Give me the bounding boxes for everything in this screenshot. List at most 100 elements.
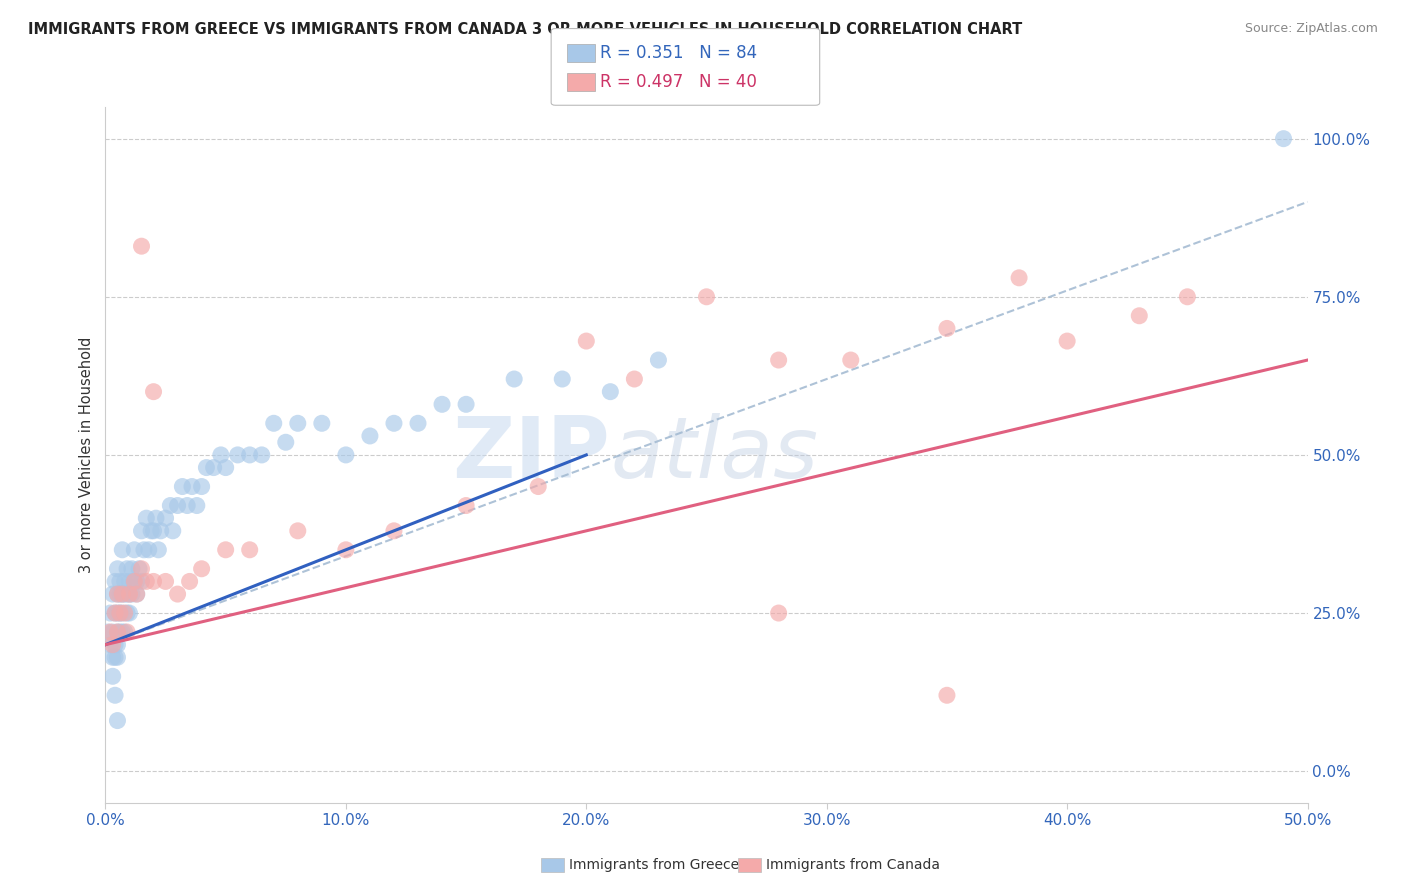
Point [108, 574, 131, 589]
Point [98, 638, 121, 652]
Point [124, 542, 146, 557]
Point [190, 562, 212, 576]
Point [623, 372, 645, 386]
Text: atlas: atlas [610, 413, 818, 497]
Point [145, 511, 167, 525]
Point [166, 499, 188, 513]
Point [107, 587, 129, 601]
Point [132, 542, 155, 557]
Point [406, 417, 429, 431]
Point [263, 417, 285, 431]
Point [111, 606, 134, 620]
Text: IMMIGRANTS FROM GREECE VS IMMIGRANTS FROM CANADA 3 OR MORE VEHICLES IN HOUSEHOLD: IMMIGRANTS FROM GREECE VS IMMIGRANTS FRO… [28, 22, 1022, 37]
Point [131, 239, 153, 253]
Point [108, 606, 131, 620]
Point [118, 606, 141, 620]
Point [131, 562, 153, 576]
Point [101, 587, 124, 601]
Point [274, 435, 297, 450]
Point [1056, 334, 1078, 348]
Point [226, 448, 249, 462]
Text: R = 0.351   N = 84: R = 0.351 N = 84 [600, 44, 758, 62]
Point [936, 688, 959, 702]
Point [118, 587, 141, 601]
Point [107, 650, 129, 665]
Point [128, 562, 150, 576]
Point [768, 353, 790, 368]
Point [107, 606, 129, 620]
Point [382, 417, 405, 431]
Point [104, 638, 127, 652]
Point [131, 524, 153, 538]
Point [104, 606, 127, 620]
Point [454, 397, 477, 411]
Point [98, 606, 121, 620]
Point [250, 448, 273, 462]
Point [131, 574, 153, 589]
Point [335, 448, 357, 462]
Point [768, 606, 790, 620]
Point [107, 625, 129, 640]
Point [107, 638, 129, 652]
Point [125, 574, 148, 589]
Text: Immigrants from Greece: Immigrants from Greece [569, 858, 740, 872]
Point [1175, 290, 1198, 304]
Text: R = 0.497   N = 40: R = 0.497 N = 40 [600, 73, 758, 91]
Point [551, 372, 574, 386]
Point [382, 524, 405, 538]
Point [111, 625, 134, 640]
Text: ZIP: ZIP [453, 413, 610, 497]
Point [125, 587, 148, 601]
Point [287, 524, 309, 538]
Point [139, 524, 162, 538]
Point [176, 499, 198, 513]
Point [124, 574, 146, 589]
Point [107, 587, 129, 601]
Point [162, 524, 184, 538]
Point [107, 562, 129, 576]
Point [454, 499, 477, 513]
Point [155, 574, 177, 589]
Point [111, 587, 134, 601]
Point [142, 574, 165, 589]
Point [195, 460, 218, 475]
Point [101, 625, 124, 640]
Point [179, 574, 201, 589]
Point [114, 606, 136, 620]
Point [124, 574, 146, 589]
Point [118, 574, 141, 589]
Point [503, 372, 526, 386]
Point [647, 353, 669, 368]
Point [359, 429, 381, 443]
Point [696, 290, 718, 304]
Point [142, 524, 165, 538]
Point [172, 479, 194, 493]
Point [575, 334, 598, 348]
Point [115, 562, 138, 576]
Point [142, 384, 165, 399]
Point [101, 669, 124, 683]
Point [104, 650, 127, 665]
Point [138, 542, 160, 557]
Point [108, 625, 131, 640]
Point [114, 625, 136, 640]
Point [101, 638, 124, 652]
Point [101, 650, 124, 665]
Point [104, 574, 127, 589]
Point [839, 353, 862, 368]
Point [104, 606, 127, 620]
Point [125, 587, 148, 601]
Point [1008, 270, 1031, 285]
Point [239, 448, 262, 462]
Point [149, 524, 172, 538]
Point [190, 479, 212, 493]
Point [114, 587, 136, 601]
Point [104, 688, 127, 702]
Point [135, 511, 157, 525]
Point [1128, 309, 1150, 323]
Point [181, 479, 204, 493]
Y-axis label: 3 or more Vehicles in Household: 3 or more Vehicles in Household [79, 337, 94, 573]
Text: Immigrants from Canada: Immigrants from Canada [766, 858, 941, 872]
Point [430, 397, 453, 411]
Point [186, 499, 208, 513]
